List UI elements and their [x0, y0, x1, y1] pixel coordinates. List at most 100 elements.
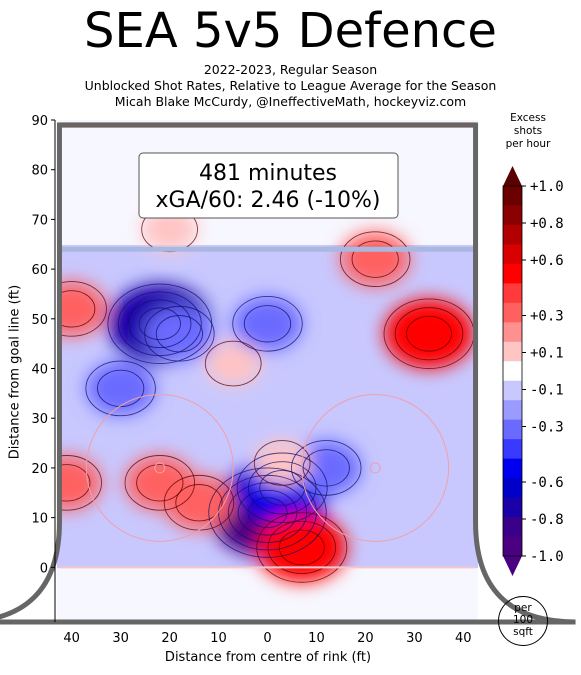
colorbar-band — [503, 244, 522, 265]
colorbar-band — [503, 497, 522, 518]
colorbar-tick-label: -1.0 — [530, 549, 564, 565]
contour-line — [136, 464, 184, 502]
y-tick-label: 20 — [31, 462, 48, 477]
colorbar-band — [503, 380, 522, 401]
contour-line — [247, 461, 317, 515]
colorbar-band — [503, 419, 522, 440]
heat-region-2 — [291, 440, 362, 496]
y-tick-label: 50 — [31, 313, 48, 328]
contour-line — [302, 449, 350, 487]
colorbar-band — [503, 283, 522, 304]
contour-line — [278, 529, 325, 566]
contour-line — [85, 360, 156, 417]
colorbar-tick-label: -0.6 — [530, 475, 564, 491]
heat-region-13 — [205, 341, 262, 386]
x-tick-label: 40 — [63, 631, 80, 646]
annotation-box: 481 minutes xGA/60: 2.46 (-10%) — [138, 152, 399, 219]
contour-line — [351, 240, 399, 278]
y-tick-label: 70 — [31, 213, 48, 228]
contour-line — [253, 440, 311, 486]
x-tick-label: 30 — [406, 631, 423, 646]
contour-line — [291, 440, 362, 496]
contour-line — [267, 520, 336, 574]
contour-line — [117, 291, 202, 357]
colorbar-band — [503, 341, 522, 362]
heat-region-6 — [340, 231, 410, 287]
heat-region-7 — [256, 512, 347, 583]
units-badge: per 100 sqft — [498, 596, 548, 646]
colorbar-tick-label: -0.3 — [530, 420, 564, 436]
subtitle-description: Unblocked Shot Rates, Relative to League… — [84, 78, 497, 93]
y-tick-label: 90 — [31, 114, 48, 129]
colorbar-band — [503, 458, 522, 479]
x-tick-label: 40 — [455, 631, 472, 646]
contour-line — [124, 455, 196, 511]
units-badge-line3: sqft — [513, 626, 533, 638]
colorbar-band — [503, 205, 522, 226]
contour-line — [232, 295, 303, 352]
x-tick-label: 0 — [263, 631, 271, 646]
colorbar-band — [503, 302, 522, 323]
colorbar-band — [503, 224, 522, 245]
x-tick-label: 10 — [308, 631, 325, 646]
contour-line — [128, 299, 192, 349]
colorbar-band — [503, 361, 522, 382]
x-tick-label: 30 — [112, 631, 129, 646]
y-tick-label: 0 — [40, 561, 48, 576]
colorbar-top-arrow — [503, 166, 522, 186]
colorbar-band — [503, 400, 522, 421]
heat-region-5 — [384, 298, 475, 369]
faceoff-circle-1 — [85, 393, 234, 542]
colorbar-title-line3: per hour — [505, 138, 551, 150]
colorbar-band — [503, 263, 522, 284]
colorbar-tick-label: +0.3 — [530, 309, 564, 325]
contour-line — [394, 307, 464, 361]
contour-line — [247, 497, 288, 529]
colorbar: +1.0 +0.8 +0.6 +0.3 +0.1 -0.1 -0.3 -0.6 -0.8 -1.0 — [502, 166, 564, 576]
colorbar-tick-label: +0.1 — [530, 346, 564, 362]
colorbar-band — [503, 536, 522, 557]
contour-line — [208, 467, 327, 558]
contour-line — [204, 340, 262, 387]
colorbar-title-line1: Excess — [510, 112, 546, 124]
contour-line — [236, 452, 328, 524]
contour-line — [175, 484, 223, 522]
annotation-frame — [138, 152, 399, 219]
y-tick-label: 40 — [31, 363, 48, 378]
faceoff-circle-0 — [301, 393, 450, 542]
colorbar-tick-label: +0.6 — [530, 253, 564, 269]
contour-line — [97, 369, 145, 408]
y-tick-label: 10 — [31, 512, 48, 527]
colorbar-frame — [502, 185, 523, 557]
x-axis-label: Distance from centre of rink (ft) — [164, 650, 372, 665]
subtitle-author: Micah Blake McCurdy, @IneffectiveMath, h… — [114, 94, 467, 109]
colorbar-tick-label: -0.1 — [530, 383, 564, 399]
colorbar-band — [503, 439, 522, 460]
annotation-xga: xGA/60: 2.46 (-10%) — [156, 188, 381, 213]
y-tick-label: 60 — [31, 263, 48, 278]
colorbar-tick-label: +1.0 — [530, 179, 564, 195]
colorbar-tick-label: -0.8 — [530, 512, 564, 528]
colorbar-band — [503, 478, 522, 499]
contour-line — [155, 315, 204, 353]
chart-title: SEA 5v5 Defence — [84, 3, 497, 59]
faceoff-dot-0 — [369, 462, 381, 474]
y-axis-label: Distance from goal line (ft) — [7, 284, 23, 460]
heat-region-16 — [232, 296, 303, 352]
contour-line — [256, 512, 348, 583]
colorbar-band — [503, 322, 522, 343]
units-badge-line2: 100 — [512, 614, 534, 626]
contour-line — [406, 315, 453, 352]
x-tick-label: 10 — [210, 631, 227, 646]
units-badge-line1: per — [514, 602, 532, 614]
colorbar-band — [503, 517, 522, 538]
colorbar-title: Excess shots per hour — [500, 112, 556, 151]
faceoff-dot-1 — [154, 462, 166, 474]
colorbar-title-line2: shots — [513, 125, 543, 137]
axes: 0 10 20 30 40 50 60 70 80 90 40 30 20 10 0 10 20 30 40 — [31, 114, 471, 646]
annotation-minutes: 481 minutes — [199, 161, 337, 186]
colorbar-tick-label: +0.8 — [530, 216, 564, 232]
colorbar-band — [503, 186, 522, 206]
x-tick-label: 20 — [161, 631, 178, 646]
